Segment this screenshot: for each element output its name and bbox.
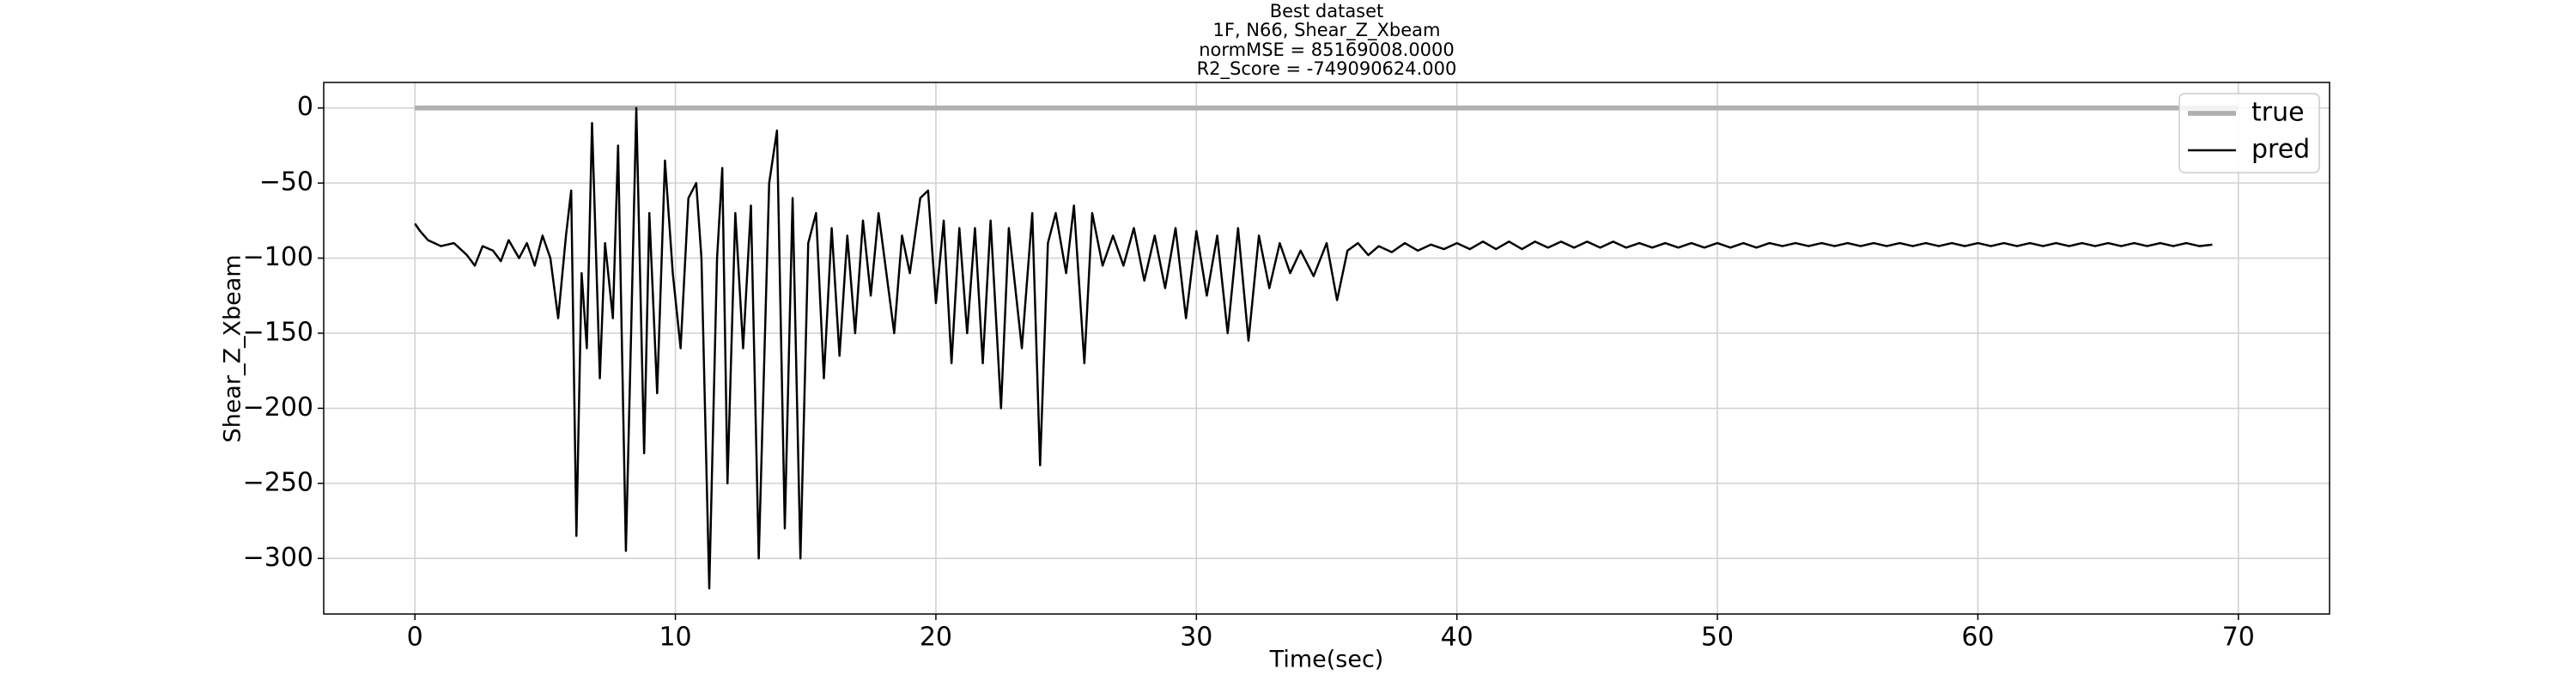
legend-label: true — [2251, 98, 2305, 128]
series-line — [414, 106, 2213, 590]
legend: true pred — [2178, 93, 2320, 173]
plot-frame — [323, 82, 2330, 615]
y-tick-label: −250 — [243, 467, 313, 497]
x-axis-label: Time(sec) — [1269, 647, 1384, 673]
y-tick-label: −50 — [259, 167, 313, 198]
title-line: 1F, N66, Shear_Z_Xbeam — [1213, 20, 1441, 41]
legend-label: pred — [2251, 135, 2310, 165]
x-tick-label: 70 — [2222, 623, 2255, 653]
x-tick-label: 20 — [920, 623, 952, 653]
x-tick-label: 40 — [1441, 623, 1473, 653]
y-tick-label: −200 — [243, 392, 313, 423]
x-tick-label: 0 — [407, 623, 423, 653]
title-line: Best dataset — [1270, 1, 1384, 21]
x-tick-label: 60 — [1961, 623, 1994, 653]
y-tick-label: −100 — [243, 242, 313, 272]
x-tick-label: 30 — [1180, 623, 1212, 653]
title-line: normMSE = 85169008.0000 — [1199, 40, 1455, 60]
y-tick-label: 0 — [297, 92, 313, 122]
x-tick-label: 10 — [659, 623, 691, 653]
x-tick-label: 50 — [1701, 623, 1734, 653]
y-axis-label: Shear_Z_Xbeam — [220, 254, 246, 442]
y-tick-label: −300 — [243, 543, 313, 573]
y-tick-label: −150 — [243, 318, 313, 348]
title-line: R2_Score = -749090624.000 — [1197, 58, 1457, 80]
